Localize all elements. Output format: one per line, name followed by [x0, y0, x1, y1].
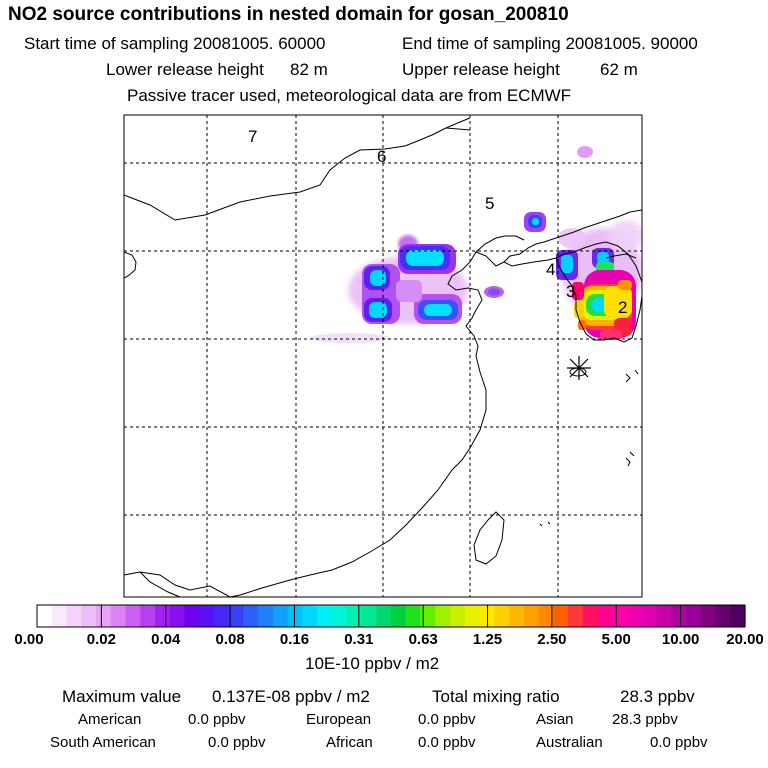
- colorbar-cell: [730, 605, 746, 627]
- plume-layer: [310, 146, 642, 343]
- colorbar-cell: [464, 605, 481, 627]
- colorbar-tick-label: 0.16: [279, 631, 310, 648]
- colorbar-cell: [376, 605, 392, 627]
- colorbar-tick-label: 0.31: [344, 631, 374, 648]
- region-value-south-american: 0.0 ppbv: [208, 734, 266, 751]
- colorbar-cell: [214, 605, 230, 627]
- colorbar-cell: [37, 605, 53, 627]
- end-time-label: End time of sampling 20081005. 90000: [402, 34, 698, 53]
- region-label-7: 7: [248, 127, 257, 146]
- total-mixing-label: Total mixing ratio: [432, 687, 560, 706]
- colorbar-cell: [51, 605, 68, 627]
- colorbar-cell: [627, 605, 643, 627]
- region-value-african: 0.0 ppbv: [418, 734, 476, 751]
- colorbar-cell: [568, 605, 584, 627]
- colorbar-cell: [199, 605, 215, 627]
- lower-release-value: 82 m: [290, 60, 328, 79]
- colorbar-cell: [140, 605, 156, 627]
- colorbar-cell: [332, 605, 348, 627]
- region-value-american: 0.0 ppbv: [188, 711, 246, 728]
- colorbar-cell: [553, 605, 569, 627]
- colorbar-tick-label: 0.04: [151, 631, 181, 648]
- region-name-south-american: South American: [50, 734, 156, 751]
- colorbar-cell: [317, 605, 333, 627]
- colorbar-cell: [671, 605, 687, 627]
- colorbar-tick-label: 5.00: [601, 631, 631, 648]
- colorbar-cell: [287, 605, 304, 627]
- colorbar-cell: [110, 605, 127, 627]
- colorbar-cell: [243, 605, 259, 627]
- region-name-american: American: [78, 711, 142, 728]
- colorbar-cell: [700, 605, 717, 627]
- colorbar-cell: [582, 605, 599, 627]
- colorbar-tick-label: 20.00: [726, 631, 764, 648]
- colorbar-tick-label: 0.63: [408, 631, 438, 648]
- colorbar-tick-label: 0.02: [86, 631, 116, 648]
- colorbar-cell: [155, 605, 171, 627]
- colorbar-tick-label: 2.50: [537, 631, 567, 648]
- colorbar-cell: [184, 605, 200, 627]
- region-name-australian: Australian: [536, 734, 603, 751]
- colorbar-cell: [509, 605, 525, 627]
- map-frame: [123, 114, 643, 598]
- colorbar-tick-label: 1.25: [472, 631, 503, 648]
- colorbar-cell: [715, 605, 731, 627]
- region-label-2: 2: [618, 298, 627, 317]
- region-name-african: African: [326, 734, 373, 751]
- colorbar-cell: [405, 605, 422, 627]
- colorbar-tick-label: 0.00: [14, 631, 44, 648]
- max-value: 0.137E-08 ppbv / m2: [212, 687, 370, 706]
- upper-release-value: 62 m: [600, 60, 638, 79]
- colorbar-cell: [81, 605, 97, 627]
- colorbar-cell: [169, 605, 186, 627]
- receptor-marker-icon: [567, 356, 591, 380]
- colorbar-cell: [641, 605, 658, 627]
- region-name-asian: Asian: [536, 711, 574, 728]
- region-label-4: 4: [546, 260, 555, 279]
- colorbar-cell: [523, 605, 540, 627]
- colorbar-cell: [420, 605, 436, 627]
- region-label-3: 3: [566, 282, 575, 301]
- region-value-australian: 0.0 ppbv: [650, 734, 708, 751]
- total-mixing-value: 28.3 ppbv: [620, 687, 695, 706]
- coastlines: [124, 117, 642, 597]
- lower-release-label: Lower release height: [106, 60, 264, 79]
- tracer-note: Passive tracer used, meteorological data…: [127, 86, 572, 105]
- colorbar-cell: [228, 605, 245, 627]
- region-value-asian: 28.3 ppbv: [612, 711, 678, 728]
- colorbar-cell: [96, 605, 112, 627]
- colorbar-cell: [66, 605, 82, 627]
- colorbar-cell: [538, 605, 554, 627]
- region-label-5: 5: [485, 194, 494, 213]
- colorbar-cell: [435, 605, 451, 627]
- colorbar-cell: [258, 605, 274, 627]
- colorbar-cell: [361, 605, 377, 627]
- colorbar-cell: [612, 605, 628, 627]
- colorbar-cell: [302, 605, 318, 627]
- colorbar-cell: [494, 605, 510, 627]
- region-label-6: 6: [377, 147, 386, 166]
- region-name-european: European: [306, 711, 372, 728]
- colorbar-cell: [346, 605, 363, 627]
- colorbar-cell: [391, 605, 407, 627]
- colorbar: [36, 604, 746, 628]
- graticule: [124, 115, 642, 597]
- region-value-european: 0.0 ppbv: [418, 711, 476, 728]
- colorbar-tick-label: 0.08: [215, 631, 245, 648]
- colorbar-unit: 10E-10 ppbv / m2: [305, 654, 440, 673]
- colorbar-tick-label: 10.00: [661, 631, 700, 648]
- upper-release-label: Upper release height: [402, 60, 560, 79]
- max-value-label: Maximum value: [62, 687, 182, 706]
- start-time-label: Start time of sampling 20081005. 60000: [24, 34, 326, 53]
- colorbar-cell: [125, 605, 141, 627]
- colorbar-cell: [597, 605, 613, 627]
- colorbar-cell: [273, 605, 289, 627]
- colorbar-cell: [450, 605, 466, 627]
- colorbar-cell: [656, 605, 672, 627]
- plot-title: NO2 source contributions in nested domai…: [8, 4, 569, 25]
- colorbar-cell: [686, 605, 702, 627]
